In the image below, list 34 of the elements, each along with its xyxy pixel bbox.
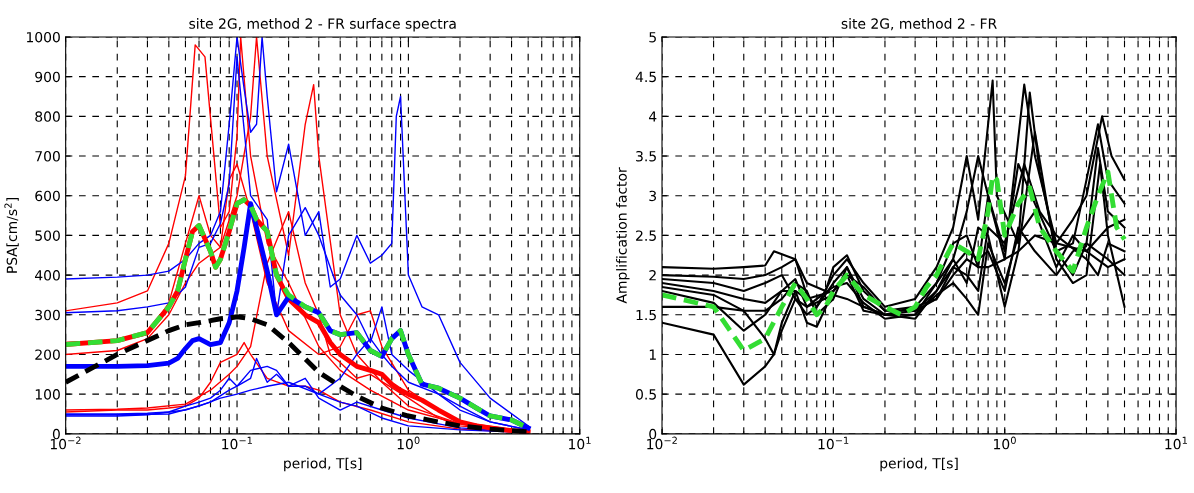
y-tick-label: 0.5 <box>635 389 656 400</box>
y-tick-label: 900 <box>35 71 60 83</box>
y-tick-label: 100 <box>35 389 60 400</box>
y-tick-label: 800 <box>35 111 60 122</box>
y-tick-label: 700 <box>35 151 60 162</box>
y-axis-title: Amplification factor <box>616 167 630 304</box>
y-tick-label: 3.5 <box>636 151 656 162</box>
y-tick-label: 5 <box>649 32 656 43</box>
y-tick-label: 1000 <box>26 31 60 43</box>
x-tick-label: 10$^{−1}$ <box>818 436 849 450</box>
y-tick-label: 500 <box>35 230 60 241</box>
y-tick-label: 4.5 <box>635 71 656 83</box>
y-tick-label: 300 <box>35 309 60 321</box>
y-axis-title: PSA[cm/s$^{2}$] <box>4 197 19 273</box>
x-tick-label: 10$^{0}$ <box>397 436 420 450</box>
y-tick-label: 0 <box>649 428 657 440</box>
y-tick-label: 1.5 <box>636 309 656 321</box>
y-tick-label: 4 <box>648 111 657 122</box>
y-tick-label: 1 <box>649 349 656 360</box>
x-axis-title: period, T[s] <box>284 457 362 472</box>
x-tick-label: 10$^{1}$ <box>1165 436 1187 450</box>
y-tick-label: 3 <box>649 190 657 202</box>
y-tick-label: 2.5 <box>636 230 656 241</box>
y-tick-label: 400 <box>34 270 60 281</box>
y-tick-label: 2 <box>649 270 656 281</box>
x-tick-label: 10$^{−1}$ <box>222 436 252 450</box>
x-tick-label: 10$^{1}$ <box>569 436 591 450</box>
y-tick-label: 600 <box>35 190 60 202</box>
x-tick-label: 10$^{0}$ <box>994 436 1016 450</box>
chart-title: site 2G, method 2 - FR surface spectra <box>189 18 456 32</box>
y-tick-label: 200 <box>35 349 60 360</box>
x-axis-title: period, T[s] <box>880 457 958 472</box>
y-tick-label: 0 <box>52 428 60 440</box>
chart-title: site 2G, method 2 - FR <box>841 18 997 31</box>
